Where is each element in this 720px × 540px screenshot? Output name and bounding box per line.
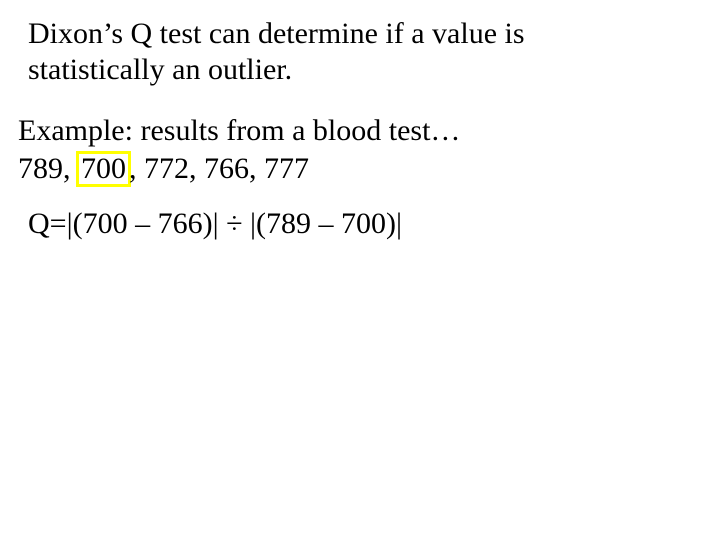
example-data: 789, 700, 772, 766, 777 bbox=[18, 150, 700, 188]
data-prefix: 789, bbox=[18, 152, 78, 185]
slide-content: Dixon’s Q test can determine if a value … bbox=[0, 0, 720, 263]
intro-line-1: Dixon’s Q test can determine if a value … bbox=[28, 17, 525, 50]
formula-text: Q=|(700 – 766)| ÷ |(789 – 700)| bbox=[28, 205, 700, 243]
example-block: Example: results from a blood test… 789,… bbox=[18, 112, 700, 187]
intro-text: Dixon’s Q test can determine if a value … bbox=[28, 16, 700, 88]
example-label: Example: results from a blood test… bbox=[18, 112, 700, 150]
data-suffix: , 772, 766, 777 bbox=[129, 152, 309, 185]
intro-line-2: statistically an outlier. bbox=[28, 53, 292, 86]
highlighted-outlier: 700 bbox=[76, 151, 131, 187]
